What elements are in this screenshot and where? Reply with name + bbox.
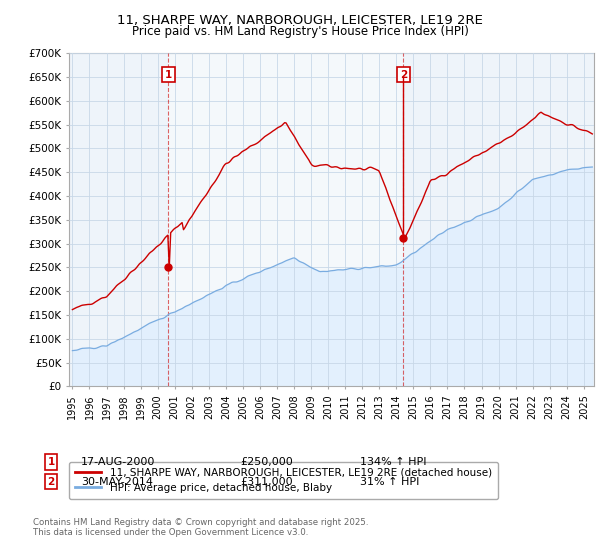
Legend: 11, SHARPE WAY, NARBOROUGH, LEICESTER, LE19 2RE (detached house), HPI: Average p: 11, SHARPE WAY, NARBOROUGH, LEICESTER, L…: [69, 461, 498, 500]
Text: 31% ↑ HPI: 31% ↑ HPI: [360, 477, 419, 487]
Text: 17-AUG-2000: 17-AUG-2000: [81, 457, 155, 467]
Text: 2: 2: [400, 70, 407, 80]
Text: 1: 1: [165, 70, 172, 80]
Text: 30-MAY-2014: 30-MAY-2014: [81, 477, 153, 487]
Bar: [169, 53, 403, 386]
Text: 134% ↑ HPI: 134% ↑ HPI: [360, 457, 427, 467]
Text: 1: 1: [47, 457, 55, 467]
Text: 11, SHARPE WAY, NARBOROUGH, LEICESTER, LE19 2RE: 11, SHARPE WAY, NARBOROUGH, LEICESTER, L…: [117, 14, 483, 27]
Text: Price paid vs. HM Land Registry's House Price Index (HPI): Price paid vs. HM Land Registry's House …: [131, 25, 469, 38]
Text: £250,000: £250,000: [240, 457, 293, 467]
Text: Contains HM Land Registry data © Crown copyright and database right 2025.
This d: Contains HM Land Registry data © Crown c…: [33, 518, 368, 538]
Text: 2: 2: [47, 477, 55, 487]
Text: £311,000: £311,000: [240, 477, 293, 487]
